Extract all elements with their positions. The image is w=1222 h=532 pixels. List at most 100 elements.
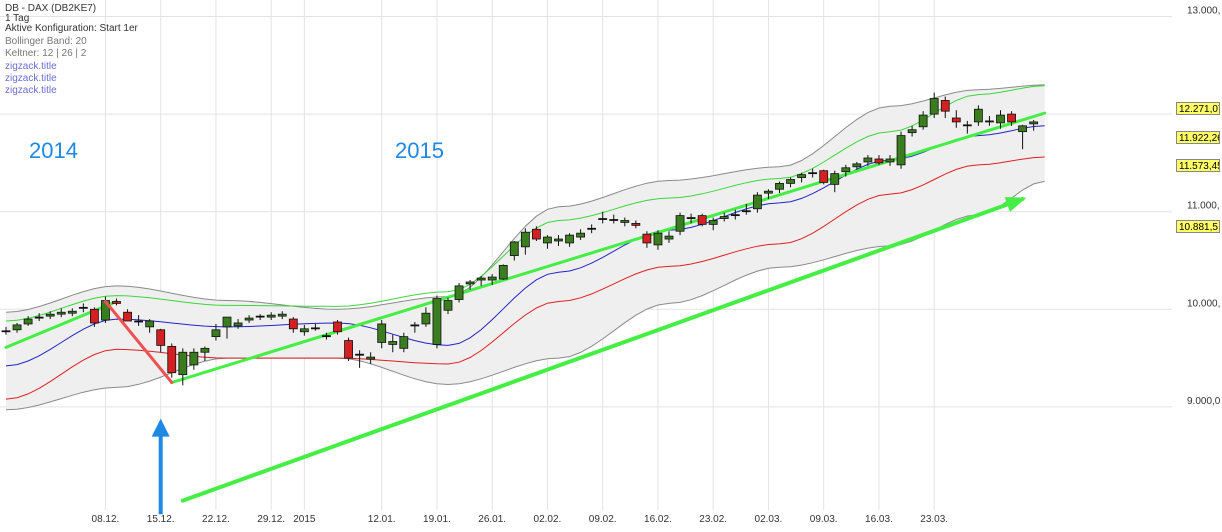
candle <box>962 120 972 134</box>
candle <box>808 168 818 178</box>
candle <box>78 303 88 313</box>
zigzag-legend[interactable]: zigzack.title <box>5 85 57 96</box>
candle-body <box>310 327 320 330</box>
candle-body <box>388 341 398 345</box>
candle-body <box>797 174 806 178</box>
candle <box>355 350 365 368</box>
candle <box>940 96 950 119</box>
candle-body <box>112 301 121 304</box>
x-tick-label: 12.01. <box>368 514 396 525</box>
candle <box>907 125 917 137</box>
x-tick-label: 19.01. <box>423 514 451 525</box>
candle <box>708 217 718 231</box>
candle-body <box>675 215 685 232</box>
candle-body <box>45 313 55 317</box>
candle <box>587 224 597 234</box>
candle <box>178 348 188 386</box>
candle-body <box>764 190 773 194</box>
candle <box>565 233 574 247</box>
candle <box>951 110 961 128</box>
bollinger-legend[interactable]: Bollinger Band: 20 <box>5 36 87 47</box>
candle <box>167 343 177 378</box>
trend-arrowhead <box>1004 197 1027 212</box>
candle-body <box>852 163 862 168</box>
candle-body <box>940 100 950 112</box>
candle <box>156 328 166 353</box>
candle <box>322 332 331 340</box>
candle-body <box>454 285 464 300</box>
candle <box>686 213 696 224</box>
candle <box>476 276 486 286</box>
candle <box>675 212 685 236</box>
zigzag-legend[interactable]: zigzack.title <box>5 61 57 72</box>
year-annotation-2015: 2015 <box>395 138 444 163</box>
period-label: 1 Tag <box>5 13 30 24</box>
candle <box>145 319 155 333</box>
candle-body <box>962 124 972 127</box>
candle <box>344 337 353 362</box>
keltner-legend[interactable]: Keltner: 12 | 26 | 2 <box>5 48 87 59</box>
candle <box>222 316 232 339</box>
candle-body <box>753 194 762 210</box>
candle <box>642 231 652 248</box>
x-tick-label: 08.12. <box>92 514 120 525</box>
candle-body <box>277 313 287 317</box>
candle <box>12 322 22 333</box>
candle <box>233 319 243 329</box>
candle <box>996 110 1005 129</box>
candle <box>730 209 740 220</box>
candle-body <box>266 314 276 318</box>
candle <box>520 228 530 255</box>
candle <box>852 161 862 170</box>
candle-body <box>299 328 309 333</box>
candle <box>775 181 784 194</box>
candle-body <box>167 345 177 374</box>
x-tick-label: 29.12. <box>257 514 285 525</box>
candle-body <box>421 312 431 325</box>
candle-body <box>985 120 994 123</box>
candle <box>532 226 541 241</box>
candle-body <box>211 329 221 338</box>
candle-body <box>1018 125 1027 133</box>
x-tick-label: 26.01. <box>478 514 506 525</box>
candle-body <box>498 264 508 280</box>
candle <box>797 172 806 183</box>
candle-body <box>67 310 77 314</box>
candle-body <box>288 318 298 330</box>
candle <box>45 311 55 320</box>
candle-body <box>222 316 232 328</box>
x-tick-label: 2015 <box>293 514 316 525</box>
candle <box>653 230 663 250</box>
x-tick-label: 22.12. <box>202 514 230 525</box>
candle-body <box>520 231 530 248</box>
candle-body <box>653 232 663 246</box>
arrow-head <box>151 418 170 437</box>
x-tick-label: 15.12. <box>147 514 175 525</box>
candle <box>288 317 298 333</box>
candle-body <box>841 167 851 173</box>
candle <box>123 309 132 322</box>
price-tag-middle: 11.573,45 <box>1176 159 1220 172</box>
candle <box>465 280 475 290</box>
candle-body <box>741 210 751 213</box>
candle <box>631 220 641 229</box>
candle <box>1007 111 1016 126</box>
y-tick-label: 10.000, <box>1187 298 1220 309</box>
zigzag-legend[interactable]: zigzack.title <box>5 73 57 84</box>
candle-body <box>708 220 718 225</box>
candle-body <box>819 170 829 183</box>
candle-body <box>90 308 99 324</box>
x-tick-label: 16.03. <box>865 514 893 525</box>
candle-body <box>145 320 155 328</box>
candle-body <box>775 182 784 190</box>
candle-body <box>200 347 210 353</box>
candle-body <box>642 233 652 244</box>
candle <box>34 313 44 322</box>
candle-body <box>377 323 387 343</box>
candle-body <box>730 214 740 217</box>
candle <box>112 298 121 306</box>
candle <box>620 217 630 227</box>
candle-body <box>885 158 895 163</box>
candle <box>56 308 66 318</box>
candle <box>576 229 585 241</box>
